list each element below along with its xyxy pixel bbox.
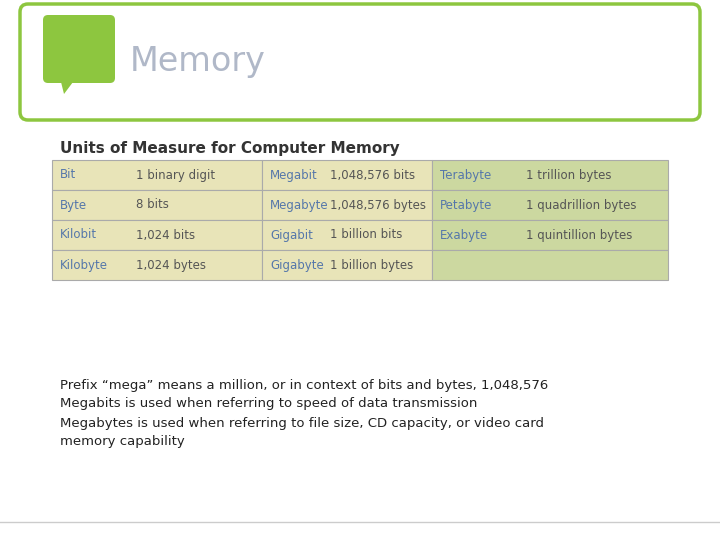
- Text: 1 billion bytes: 1 billion bytes: [330, 259, 413, 272]
- Text: Bit: Bit: [60, 168, 76, 181]
- Text: Gigabit: Gigabit: [270, 228, 313, 241]
- Text: Terabyte: Terabyte: [440, 168, 491, 181]
- Bar: [262, 250, 432, 280]
- Bar: [432, 160, 668, 190]
- Text: Gigabyte: Gigabyte: [270, 259, 324, 272]
- Text: 1,048,576 bytes: 1,048,576 bytes: [330, 199, 426, 212]
- Text: memory capability: memory capability: [60, 435, 185, 449]
- FancyBboxPatch shape: [20, 4, 700, 120]
- Bar: [262, 220, 432, 250]
- Text: Petabyte: Petabyte: [440, 199, 492, 212]
- Bar: [432, 190, 668, 220]
- Text: Megabits is used when referring to speed of data transmission: Megabits is used when referring to speed…: [60, 397, 477, 410]
- Text: Prefix “mega” means a million, or in context of bits and bytes, 1,048,576: Prefix “mega” means a million, or in con…: [60, 379, 548, 392]
- Text: Kilobyte: Kilobyte: [60, 259, 108, 272]
- Text: 8 bits: 8 bits: [136, 199, 169, 212]
- Bar: [432, 250, 668, 280]
- Text: Units of Measure for Computer Memory: Units of Measure for Computer Memory: [60, 140, 400, 156]
- Text: 1,048,576 bits: 1,048,576 bits: [330, 168, 415, 181]
- Text: 1 binary digit: 1 binary digit: [136, 168, 215, 181]
- Text: 1,024 bits: 1,024 bits: [136, 228, 195, 241]
- Text: Exabyte: Exabyte: [440, 228, 488, 241]
- Bar: [52, 160, 262, 190]
- Text: 1 quadrillion bytes: 1 quadrillion bytes: [526, 199, 637, 212]
- Polygon shape: [60, 78, 76, 94]
- FancyBboxPatch shape: [43, 15, 115, 83]
- Text: Memory: Memory: [130, 45, 266, 78]
- Text: 1 billion bits: 1 billion bits: [330, 228, 402, 241]
- Bar: [52, 250, 262, 280]
- Text: 1 quintillion bytes: 1 quintillion bytes: [526, 228, 633, 241]
- Bar: [262, 160, 432, 190]
- Bar: [52, 220, 262, 250]
- Text: Kilobit: Kilobit: [60, 228, 97, 241]
- Text: Megabytes is used when referring to file size, CD capacity, or video card: Megabytes is used when referring to file…: [60, 416, 544, 429]
- Text: 1,024 bytes: 1,024 bytes: [136, 259, 206, 272]
- Text: Megabit: Megabit: [270, 168, 318, 181]
- Bar: [262, 190, 432, 220]
- Text: Megabyte: Megabyte: [270, 199, 328, 212]
- Text: 1 trillion bytes: 1 trillion bytes: [526, 168, 612, 181]
- Text: Byte: Byte: [60, 199, 87, 212]
- Bar: [52, 190, 262, 220]
- Bar: [432, 220, 668, 250]
